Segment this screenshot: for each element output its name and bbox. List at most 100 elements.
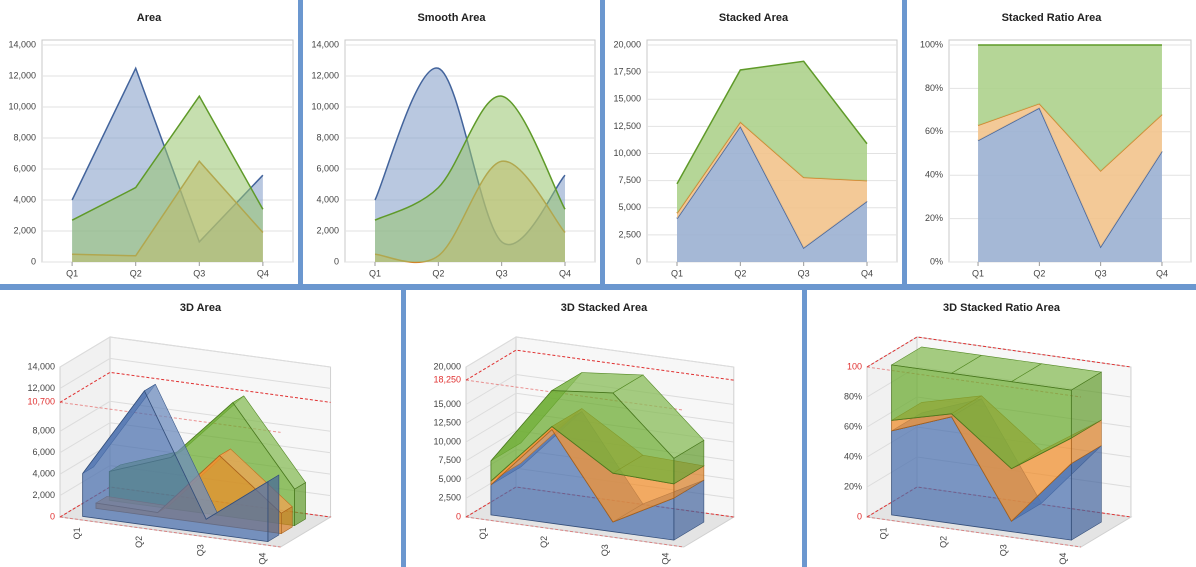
- x-tick-label: Q1: [878, 527, 888, 539]
- area-line: [71, 94, 264, 221]
- grid-line: [59, 336, 331, 368]
- x-tick-label: Q1: [66, 268, 78, 278]
- y-tick-label: 0: [31, 256, 36, 266]
- x-tick-label: Q3: [1095, 268, 1107, 278]
- splitter[interactable]: [600, 0, 605, 284]
- chart-panel: Smooth Area 0 2,000 4,000 6,000 8,000 10,000 12…: [311, 12, 596, 278]
- x-tick-label: Q1: [369, 268, 381, 278]
- chart-title: Stacked Area: [719, 12, 789, 24]
- area: [490, 390, 675, 485]
- y-tick-label: 6,000: [13, 163, 36, 173]
- chart-title: Area: [137, 12, 162, 24]
- y-tick-label: 6,000: [32, 447, 55, 457]
- x-tick-label: Q1: [478, 527, 488, 539]
- y-tick-label: 2,000: [13, 225, 36, 235]
- y-tick-label: 4,000: [316, 194, 339, 204]
- chart-panel: Area 0 2,000 4,000 6,000 8,000 10,000 12,000 14,…: [8, 12, 294, 278]
- y-tick-label: 15,000: [433, 399, 461, 409]
- ref-label: 0: [50, 511, 55, 521]
- chart-title: Stacked Ratio Area: [1002, 12, 1103, 24]
- x-tick-label: Q3: [798, 268, 810, 278]
- y-tick-label: 40%: [844, 451, 862, 461]
- x-tick-label: Q3: [193, 268, 205, 278]
- ref-label: 0: [456, 511, 461, 521]
- ref-label: 18,250: [433, 375, 461, 385]
- splitter[interactable]: [0, 284, 1196, 290]
- splitter[interactable]: [298, 0, 303, 284]
- chart-title: 3D Stacked Ratio Area: [943, 302, 1061, 314]
- x-tick-label: Q3: [600, 544, 610, 556]
- y-tick-label: 5,000: [438, 474, 461, 484]
- y-tick-label: 100%: [920, 39, 943, 49]
- y-tick-label: 2,000: [316, 225, 339, 235]
- ref-line: [59, 371, 331, 403]
- area: [82, 390, 269, 543]
- ref-label: 100: [847, 361, 862, 371]
- x-tick-label: Q3: [496, 268, 508, 278]
- y-tick-label: 10,000: [613, 148, 641, 158]
- splitter[interactable]: [401, 290, 406, 567]
- area-line: [676, 60, 868, 185]
- x-tick-label: Q4: [559, 268, 571, 278]
- chart-panel: Stacked Area 0 2,500 5,000 7,500 10,000 12,500…: [613, 12, 898, 278]
- y-tick-label: 20%: [844, 481, 862, 491]
- y-tick-label: 60%: [844, 421, 862, 431]
- chart-panel: 3D Area 2,000 4,000 6,000 8,000 12,000 14,000 1…: [27, 302, 333, 565]
- y-tick-label: 4,000: [13, 194, 36, 204]
- y-tick-label: 8,000: [316, 132, 339, 142]
- chart-panel: 3D Stacked Ratio Area 20% 40% 60% 80% 100 0 Q1 Q…: [844, 302, 1133, 565]
- y-tick-label: 14,000: [311, 39, 339, 49]
- y-tick-label: 12,000: [311, 70, 339, 80]
- y-tick-label: 8,000: [13, 132, 36, 142]
- y-tick-label: 10,000: [311, 101, 339, 111]
- chart-title: Smooth Area: [417, 12, 486, 24]
- y-tick-label: 80%: [844, 391, 862, 401]
- x-tick-label: Q4: [661, 553, 671, 565]
- chart-panel: 3D Stacked Area 2,500 5,000 7,500 10,000 12,5…: [433, 302, 736, 565]
- area: [891, 364, 1072, 470]
- x-tick-label: Q4: [1058, 553, 1068, 565]
- y-tick-label: 40%: [925, 170, 943, 180]
- area: [978, 103, 1162, 247]
- ref-line: [59, 516, 281, 548]
- y-tick-label: 5,000: [618, 202, 641, 212]
- y-tick-label: 2,500: [618, 229, 641, 239]
- y-tick-label: 0: [636, 256, 641, 266]
- y-tick-label: 20%: [925, 213, 943, 223]
- ref-line: [866, 516, 1082, 548]
- x-tick-label: Q2: [134, 536, 144, 548]
- area: [72, 96, 263, 263]
- y-tick-label: 20,000: [433, 361, 461, 371]
- y-tick-label: 0%: [930, 256, 943, 266]
- area-line: [374, 95, 566, 221]
- area-end: [267, 474, 280, 543]
- area: [375, 96, 565, 262]
- x-tick-label: Q1: [671, 268, 683, 278]
- y-tick-label: 10,000: [8, 101, 36, 111]
- ref-label: 10,700: [27, 397, 55, 407]
- y-tick-label: 80%: [925, 83, 943, 93]
- y-tick-label: 7,500: [438, 455, 461, 465]
- y-tick-label: 60%: [925, 126, 943, 136]
- area: [677, 122, 867, 248]
- y-tick-label: 12,500: [433, 418, 461, 428]
- y-tick-label: 20,000: [613, 39, 641, 49]
- ref-line: [465, 516, 684, 548]
- x-tick-label: Q2: [432, 268, 444, 278]
- chart-title: 3D Area: [180, 302, 222, 314]
- ref-line: [866, 336, 1132, 368]
- splitter[interactable]: [902, 0, 907, 284]
- x-tick-label: Q4: [1156, 268, 1168, 278]
- y-tick-label: 17,500: [613, 67, 641, 77]
- x-tick-label: Q3: [196, 544, 206, 556]
- grid-line: [59, 357, 331, 389]
- y-tick-label: 7,500: [618, 175, 641, 185]
- y-tick-label: 8,000: [32, 426, 55, 436]
- splitter[interactable]: [802, 290, 807, 567]
- y-tick-label: 2,000: [32, 490, 55, 500]
- x-tick-label: Q2: [1033, 268, 1045, 278]
- x-tick-label: Q4: [861, 268, 873, 278]
- x-tick-label: Q4: [257, 553, 267, 565]
- y-tick-label: 4,000: [32, 469, 55, 479]
